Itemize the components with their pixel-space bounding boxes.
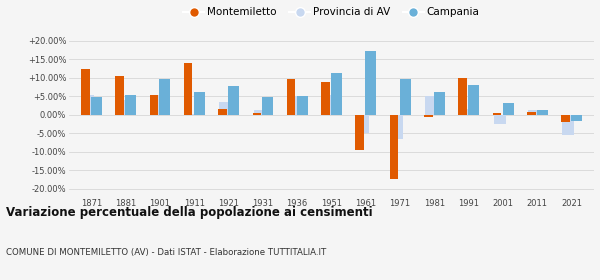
Bar bbox=[254, 110, 266, 115]
Bar bbox=[81, 69, 89, 115]
Bar bbox=[356, 115, 368, 132]
Bar bbox=[571, 115, 582, 122]
Bar bbox=[125, 95, 136, 115]
Bar bbox=[287, 79, 295, 115]
Text: Variazione percentuale della popolazione ai censimenti: Variazione percentuale della popolazione… bbox=[6, 206, 373, 219]
Bar bbox=[116, 100, 128, 115]
Bar bbox=[82, 95, 94, 115]
Bar bbox=[537, 110, 548, 115]
Bar bbox=[434, 92, 445, 115]
Bar bbox=[562, 115, 574, 135]
Bar bbox=[321, 81, 330, 115]
Bar bbox=[160, 79, 170, 115]
Bar bbox=[527, 112, 536, 115]
Legend: Montemiletto, Provincia di AV, Campania: Montemiletto, Provincia di AV, Campania bbox=[179, 3, 484, 21]
Bar bbox=[400, 79, 410, 115]
Bar bbox=[185, 114, 197, 115]
Bar bbox=[355, 115, 364, 150]
Bar bbox=[503, 103, 514, 115]
Bar bbox=[184, 63, 193, 115]
Bar bbox=[390, 115, 398, 179]
Bar bbox=[458, 78, 467, 115]
Bar bbox=[262, 97, 274, 115]
Bar bbox=[228, 87, 239, 115]
Bar bbox=[460, 109, 472, 115]
Text: COMUNE DI MONTEMILETTO (AV) - Dati ISTAT - Elaborazione TUTTITALIA.IT: COMUNE DI MONTEMILETTO (AV) - Dati ISTAT… bbox=[6, 248, 326, 257]
Bar bbox=[194, 92, 205, 115]
Bar bbox=[331, 73, 342, 115]
Bar bbox=[424, 115, 433, 117]
Bar bbox=[91, 97, 102, 115]
Bar bbox=[322, 95, 334, 115]
Bar bbox=[296, 95, 308, 115]
Bar bbox=[494, 115, 506, 124]
Bar bbox=[562, 115, 570, 122]
Bar bbox=[365, 51, 376, 115]
Bar bbox=[115, 76, 124, 115]
Bar bbox=[218, 109, 227, 115]
Bar bbox=[151, 95, 163, 115]
Bar bbox=[493, 113, 502, 115]
Bar bbox=[149, 95, 158, 115]
Bar bbox=[391, 115, 403, 139]
Bar bbox=[528, 110, 540, 115]
Bar bbox=[219, 102, 232, 115]
Bar bbox=[425, 96, 437, 115]
Bar bbox=[288, 95, 300, 115]
Bar bbox=[468, 85, 479, 115]
Bar bbox=[253, 113, 261, 115]
